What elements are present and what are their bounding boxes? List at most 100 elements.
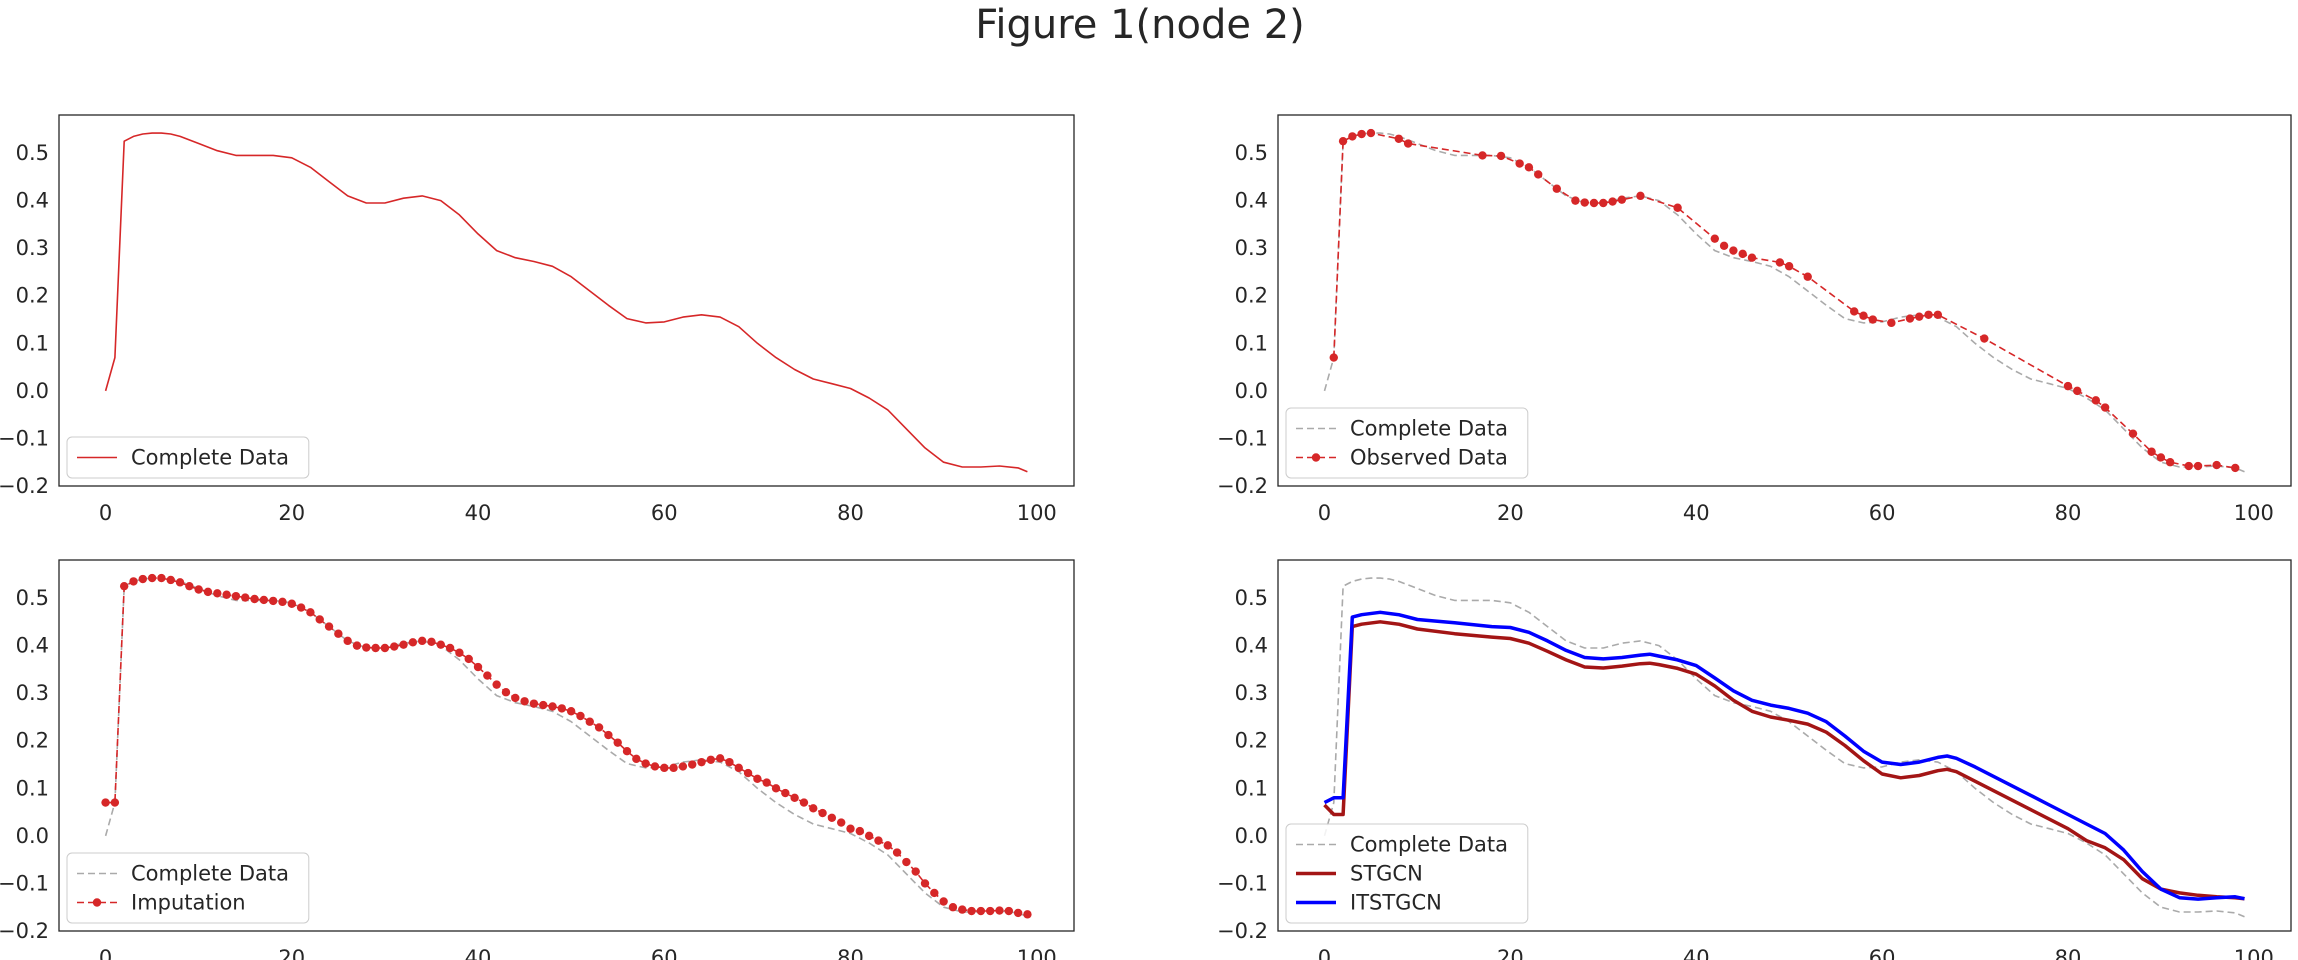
- data-point: [622, 747, 632, 756]
- x-tick-label: 60: [1869, 501, 1896, 525]
- data-point: [250, 594, 259, 604]
- data-point: [427, 637, 436, 647]
- data-point: [715, 754, 725, 763]
- data-point: [1905, 314, 1915, 323]
- y-tick-label: −0.2: [1217, 919, 1268, 943]
- data-point: [688, 760, 697, 769]
- legend-label: Complete Data: [1350, 833, 1508, 857]
- data-point: [827, 813, 837, 822]
- x-tick-label: 0: [99, 501, 112, 525]
- y-tick-label: 0.2: [1235, 284, 1268, 308]
- data-point: [799, 798, 809, 807]
- data-point: [1729, 246, 1738, 255]
- data-point: [985, 906, 995, 916]
- legend-label: Observed Data: [1350, 446, 1508, 470]
- data-point: [1617, 195, 1627, 204]
- data-point: [874, 836, 883, 845]
- x-tick-label: 100: [1017, 946, 1057, 960]
- data-point: [539, 700, 548, 710]
- x-tick-label: 0: [99, 946, 112, 960]
- data-point: [1515, 159, 1524, 168]
- data-point: [1478, 151, 1487, 160]
- data-point: [1980, 334, 1989, 343]
- data-point: [371, 643, 380, 653]
- y-tick-label: 0.0: [1235, 379, 1268, 403]
- legend-label: Complete Data: [131, 862, 289, 886]
- data-point: [101, 798, 110, 807]
- data-point: [697, 757, 706, 767]
- legend-box: [1285, 823, 1529, 924]
- legend-box: [66, 436, 310, 479]
- data-point: [781, 788, 790, 798]
- data-point: [1524, 163, 1534, 172]
- data-point: [2100, 403, 2110, 412]
- subplot-top-right: 0 20 40 60 80 100 −0.2 −0.1 0.0 0.1 0.2 0.3 0.4 0.5 Co…: [1217, 114, 2292, 525]
- data-point: [1673, 203, 1682, 212]
- data-point: [855, 826, 865, 836]
- data-point: [203, 587, 213, 597]
- data-point: [2128, 429, 2138, 438]
- y-tick-label: 0.5: [16, 141, 49, 165]
- data-point: [650, 762, 660, 771]
- y-tick-label: −0.1: [1217, 871, 1268, 895]
- data-point: [2193, 461, 2203, 471]
- data-point: [790, 793, 799, 803]
- data-point: [1534, 170, 1543, 179]
- plot-area: [104, 132, 1028, 473]
- series-line-itstgcn: [1323, 610, 2245, 901]
- data-point: [1580, 198, 1589, 207]
- data-point: [436, 640, 445, 649]
- legend-label: STGCN: [1350, 862, 1423, 886]
- data-point: [1338, 136, 1348, 146]
- data-point: [268, 596, 278, 606]
- data-point: [1747, 253, 1757, 262]
- data-point: [920, 879, 930, 888]
- data-point: [259, 595, 269, 605]
- data-point: [1013, 908, 1023, 918]
- data-point: [380, 643, 390, 653]
- data-point: [864, 831, 874, 841]
- legend-marker: [92, 898, 102, 907]
- data-point: [390, 642, 399, 651]
- x-tick-label: 20: [278, 501, 305, 525]
- subplot-top-left: 0 20 40 60 80 100 −0.2 −0.1 0.0 0.1 0.2 0.3 0.4 0.5 Co…: [0, 114, 1075, 525]
- data-point: [669, 763, 678, 773]
- data-point: [883, 841, 892, 850]
- data-point: [1004, 906, 1014, 916]
- data-point: [231, 591, 241, 601]
- y-tick-label: 0.3: [16, 681, 49, 705]
- data-point: [1719, 241, 1729, 251]
- data-point: [1394, 134, 1404, 143]
- data-point: [147, 573, 157, 583]
- data-point: [818, 808, 827, 818]
- data-point: [520, 697, 529, 706]
- data-point: [1403, 139, 1413, 148]
- data-point: [762, 778, 771, 787]
- y-tick-label: 0.4: [1235, 189, 1268, 213]
- data-point: [306, 608, 315, 617]
- data-point: [1859, 311, 1868, 320]
- data-point: [464, 654, 473, 664]
- data-point: [2091, 396, 2101, 405]
- legend-box: [1285, 407, 1529, 479]
- x-tick-label: 40: [465, 501, 492, 525]
- data-point: [1599, 198, 1608, 208]
- data-point: [129, 577, 138, 586]
- data-point: [2147, 447, 2156, 456]
- data-point: [194, 585, 203, 594]
- data-point: [976, 906, 986, 916]
- data-point: [892, 848, 902, 857]
- data-point: [576, 711, 585, 721]
- x-tick-label: 100: [2234, 946, 2274, 960]
- data-point: [594, 723, 604, 732]
- data-point: [483, 671, 492, 680]
- y-tick-label: 0.2: [16, 284, 49, 308]
- data-point: [1589, 198, 1599, 208]
- data-point: [2231, 463, 2240, 473]
- data-point: [995, 906, 1004, 915]
- y-tick-label: 0.1: [1235, 776, 1268, 800]
- x-tick-label: 40: [1683, 946, 1710, 960]
- series-line-stgcn: [1323, 620, 2245, 901]
- data-point: [1803, 272, 1812, 281]
- y-tick-label: 0.3: [1235, 681, 1268, 705]
